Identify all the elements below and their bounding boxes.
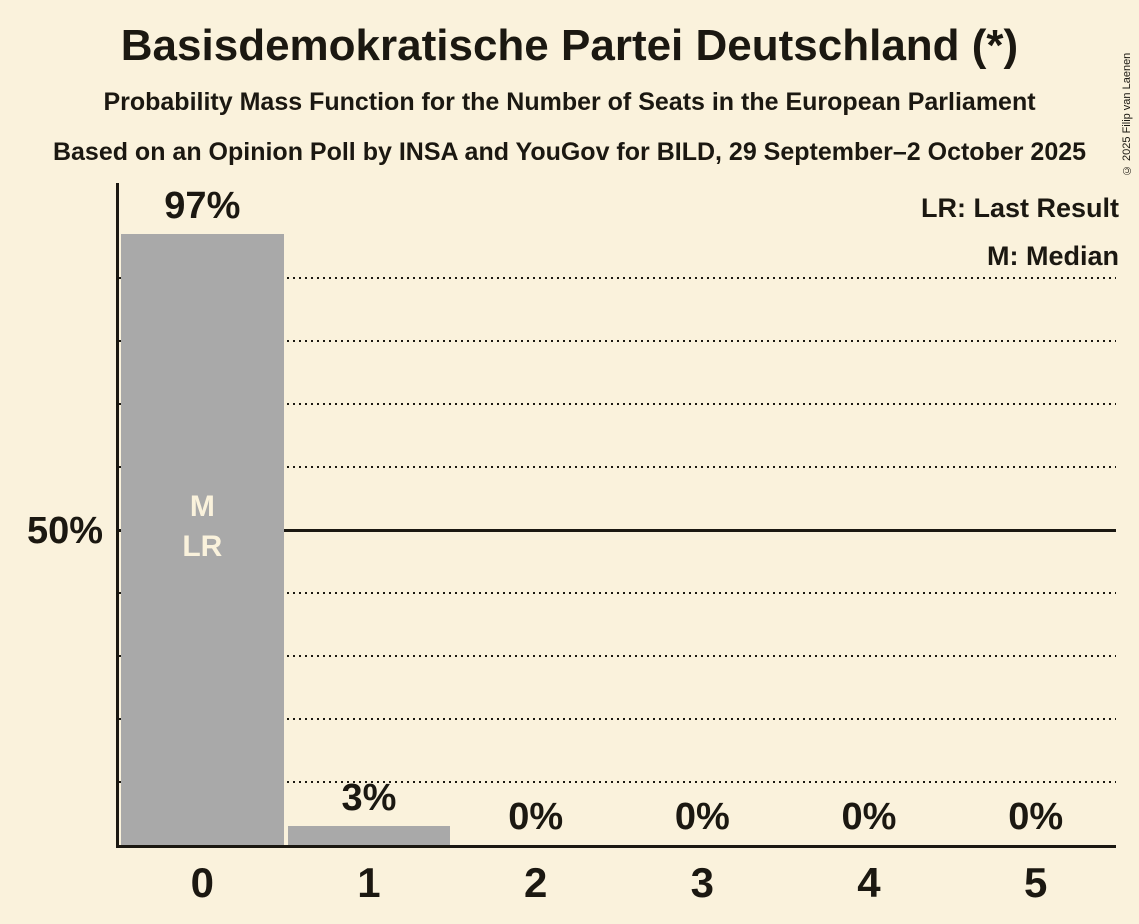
chart-title: Basisdemokratische Partei Deutschland (*… — [120, 21, 1019, 70]
annotation-line-m: M — [189, 490, 215, 523]
gridline-90-percent — [119, 277, 1116, 279]
gridline-20-percent — [119, 718, 1116, 720]
legend-last-result: LR: Last Result — [920, 193, 1119, 223]
chart-source-line: Based on an Opinion Poll by INSA and You… — [52, 138, 1087, 166]
x-tick-label-2: 2 — [523, 859, 548, 906]
annotation-line-lr: LR — [182, 530, 223, 563]
gridline-70-percent — [119, 403, 1116, 405]
gridline-40-percent — [119, 592, 1116, 594]
chart-subtitle: Probability Mass Function for the Number… — [103, 88, 1036, 116]
x-tick-label-1: 1 — [357, 859, 381, 906]
value-label-seat-5: 0% — [1008, 796, 1064, 838]
x-tick-label-5: 5 — [1023, 859, 1048, 906]
x-tick-label-4: 4 — [857, 859, 881, 906]
gridline-30-percent — [119, 655, 1116, 657]
gridline-10-percent — [119, 781, 1116, 783]
value-label-seat-0: 97% — [164, 184, 241, 227]
value-label-seat-2: 0% — [508, 796, 564, 838]
gridline-80-percent — [119, 340, 1116, 342]
chart-legend: LR: Last Result M: Median — [921, 184, 1119, 280]
y-axis-tick-label: 50% — [26, 510, 103, 552]
copyright-notice: © 2025 Filip van Laenen — [1121, 52, 1133, 176]
median-last-result-annotation: M LR — [119, 487, 286, 567]
bar-seat-0 — [121, 233, 284, 845]
x-tick-label-0: 0 — [190, 859, 214, 906]
x-tick-label-3: 3 — [690, 859, 714, 906]
value-label-seat-3: 0% — [674, 796, 730, 838]
legend-median: M: Median — [987, 241, 1119, 271]
value-label-seat-4: 0% — [841, 796, 897, 838]
gridline-50-percent-solid — [119, 528, 1116, 532]
bar-seat-1 — [287, 826, 451, 845]
plot-area: 97% 0 3% 1 0% 2 0% 3 0% 4 0% 5 M LR — [116, 183, 1116, 906]
gridline-60-percent — [119, 466, 1116, 468]
value-label-seat-1: 3% — [341, 777, 397, 820]
